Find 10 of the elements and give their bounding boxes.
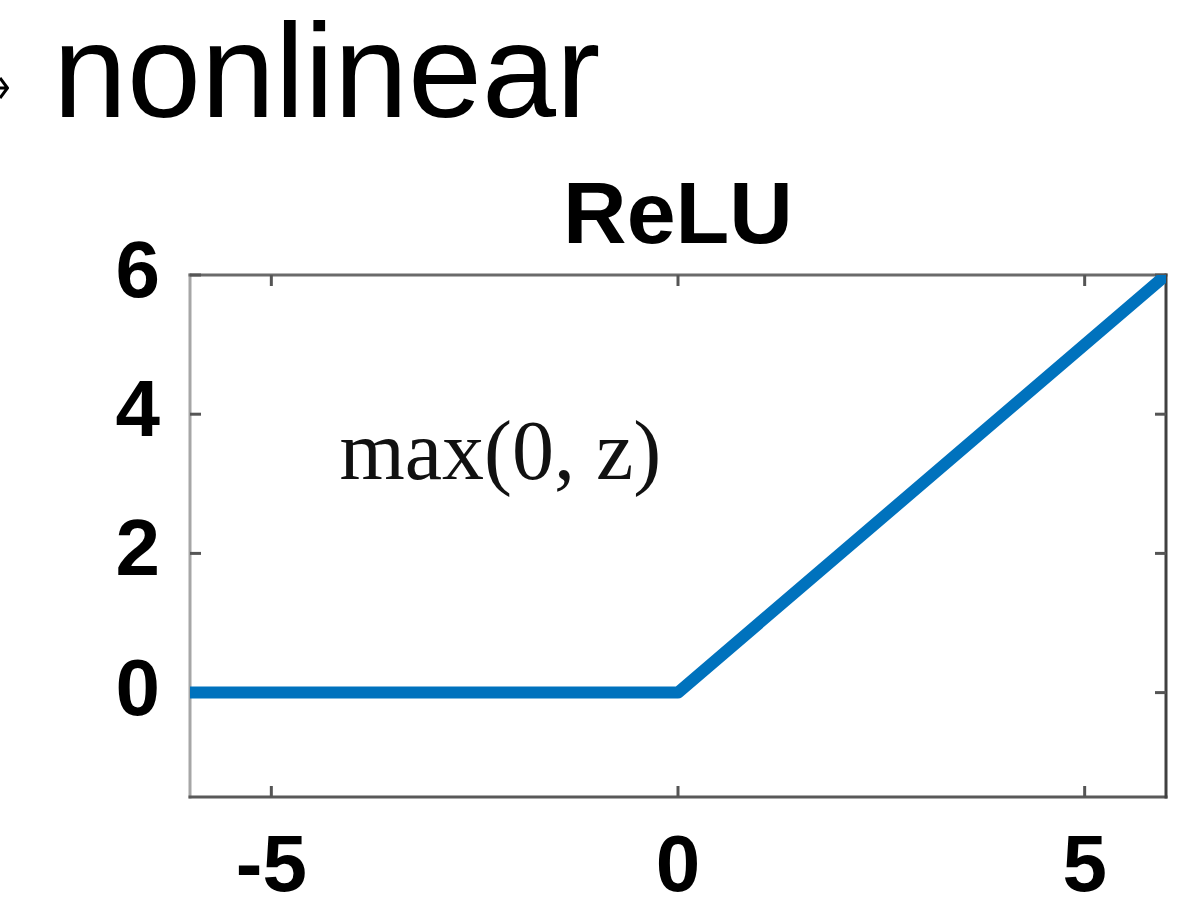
chart-title: ReLU xyxy=(563,163,793,263)
y-tick-label: 0 xyxy=(115,642,160,732)
y-tick-label: 2 xyxy=(115,503,160,593)
text: nonlinear xyxy=(53,0,601,145)
annotation: max(0, z) xyxy=(339,403,662,498)
x-tick-label: 0 xyxy=(655,819,701,909)
x-tick-label: 5 xyxy=(1062,819,1107,909)
y-tick-label: 6 xyxy=(115,225,160,315)
y-tick-label: 4 xyxy=(115,364,161,454)
x-tick-label: -5 xyxy=(235,819,307,909)
